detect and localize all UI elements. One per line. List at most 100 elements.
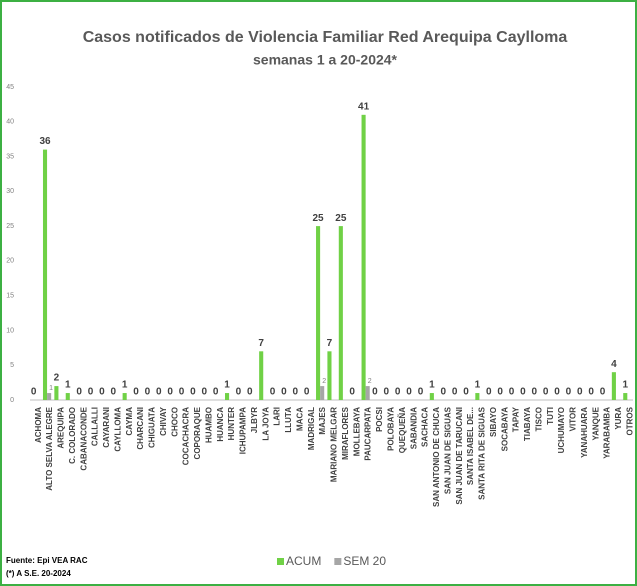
data-label: 0 bbox=[463, 387, 469, 398]
x-tick-label: MOLLEBAYA bbox=[352, 407, 361, 456]
data-label: 0 bbox=[179, 387, 185, 398]
x-tick-label: SIBAYO bbox=[489, 407, 498, 437]
data-label: 2 bbox=[322, 378, 326, 385]
x-tick-label: SABANDIA bbox=[409, 407, 418, 449]
bar bbox=[320, 386, 325, 400]
data-label: 1 bbox=[429, 380, 435, 391]
data-label: 2 bbox=[54, 373, 60, 384]
x-tick-label: SANTA RITA DE SIGUAS bbox=[478, 406, 487, 500]
x-tick-label: HUANCA bbox=[216, 407, 225, 442]
data-label: 1 bbox=[475, 380, 481, 391]
data-label: 0 bbox=[293, 387, 299, 398]
x-tick-label: QUEQUEÑA bbox=[398, 407, 407, 453]
data-label: 0 bbox=[418, 387, 424, 398]
x-tick-label: COPORAQUE bbox=[193, 406, 202, 459]
data-label: 7 bbox=[327, 338, 333, 349]
x-tick-label: SAN JUAN DE SIGUAS bbox=[443, 406, 452, 494]
data-label: 0 bbox=[600, 387, 606, 398]
chart-title: Casos notificados de Violencia Familiar … bbox=[83, 29, 568, 46]
legend-label: SEM 20 bbox=[343, 554, 386, 568]
x-tick-label: CABANACONDE bbox=[79, 406, 88, 470]
data-label: 0 bbox=[486, 387, 492, 398]
data-label: 0 bbox=[281, 387, 287, 398]
data-label: 0 bbox=[440, 387, 446, 398]
x-tick-label: CHIGUATA bbox=[148, 407, 157, 448]
data-label: 0 bbox=[88, 387, 94, 398]
x-tick-label: TAPAY bbox=[512, 406, 521, 432]
x-tick-label: HUAMBO bbox=[204, 407, 213, 443]
x-tick-label: CAYMA bbox=[125, 407, 134, 436]
data-label: 1 bbox=[65, 380, 71, 391]
x-tick-label: JLBYR bbox=[250, 407, 259, 433]
x-tick-label: TISCO bbox=[534, 407, 543, 431]
bar bbox=[54, 386, 59, 400]
x-tick-label: POCSI bbox=[375, 407, 384, 432]
y-tick-label: 5 bbox=[10, 362, 14, 369]
data-label: 0 bbox=[156, 387, 162, 398]
x-tick-label: YANQUE bbox=[591, 406, 600, 440]
data-label: 1 bbox=[49, 385, 53, 392]
x-tick-label: YANAHUARA bbox=[580, 407, 589, 458]
data-label: 0 bbox=[384, 387, 390, 398]
bar bbox=[361, 114, 366, 401]
data-label: 0 bbox=[520, 387, 526, 398]
x-tick-label: PAUCARPATA bbox=[364, 407, 373, 461]
data-label: 0 bbox=[270, 387, 276, 398]
bar bbox=[623, 393, 628, 400]
data-label: 1 bbox=[224, 380, 230, 391]
x-tick-label: CALLALLI bbox=[91, 407, 100, 446]
data-label: 0 bbox=[236, 387, 242, 398]
legend-label: ACUM bbox=[286, 554, 321, 568]
x-tick-label: LA JOYA bbox=[261, 407, 270, 441]
x-tick-label: C. COLORADO bbox=[68, 407, 77, 464]
data-label: 0 bbox=[213, 387, 219, 398]
bar bbox=[47, 393, 52, 400]
data-label: 1 bbox=[122, 380, 128, 391]
x-tick-label: SAN ANTONIO DE CHUCA bbox=[432, 407, 441, 507]
bar bbox=[122, 393, 127, 400]
data-label: 0 bbox=[31, 387, 37, 398]
data-label: 0 bbox=[509, 387, 515, 398]
data-label: 0 bbox=[247, 387, 253, 398]
bar bbox=[65, 393, 70, 400]
x-tick-label: YURA bbox=[614, 407, 623, 430]
data-label: 7 bbox=[258, 338, 264, 349]
x-tick-label: TIABAYA bbox=[523, 407, 532, 441]
data-label: 0 bbox=[99, 387, 105, 398]
data-label: 0 bbox=[304, 387, 310, 398]
bar bbox=[365, 386, 370, 400]
data-label: 0 bbox=[145, 387, 151, 398]
x-tick-label: POLOBAYA bbox=[386, 407, 395, 451]
x-tick-label: AREQUIPA bbox=[57, 407, 66, 449]
x-tick-label: SAN JUAN DE TARUCANI bbox=[455, 407, 464, 505]
y-tick-label: 35 bbox=[6, 153, 14, 160]
x-tick-label: VITOR bbox=[569, 407, 578, 432]
data-label: 0 bbox=[111, 387, 117, 398]
bar bbox=[611, 372, 616, 400]
data-label: 0 bbox=[133, 387, 139, 398]
y-tick-label: 15 bbox=[6, 293, 14, 300]
data-label: 36 bbox=[39, 136, 51, 147]
data-label: 0 bbox=[543, 387, 549, 398]
y-tick-label: 40 bbox=[6, 119, 14, 126]
data-label: 41 bbox=[358, 101, 370, 112]
data-label: 0 bbox=[406, 387, 412, 398]
y-tick-label: 10 bbox=[6, 327, 14, 334]
x-tick-label: CAYLLOMA bbox=[113, 407, 122, 452]
bar bbox=[429, 393, 434, 400]
data-label: 2 bbox=[368, 378, 372, 385]
data-label: 25 bbox=[335, 213, 347, 224]
y-tick-label: 30 bbox=[6, 188, 14, 195]
x-tick-label: MARIANO MELGAR bbox=[330, 407, 339, 482]
bar bbox=[475, 393, 480, 400]
x-tick-label: SANTA ISABEL DE... bbox=[466, 407, 475, 485]
x-tick-label: CAYARANI bbox=[102, 407, 111, 448]
data-label: 4 bbox=[611, 359, 617, 370]
bar bbox=[259, 351, 264, 400]
y-tick-label: 45 bbox=[6, 84, 14, 91]
bar bbox=[225, 393, 230, 400]
x-tick-label: LARI bbox=[273, 407, 282, 426]
data-label: 0 bbox=[190, 387, 196, 398]
data-label: 0 bbox=[349, 387, 355, 398]
